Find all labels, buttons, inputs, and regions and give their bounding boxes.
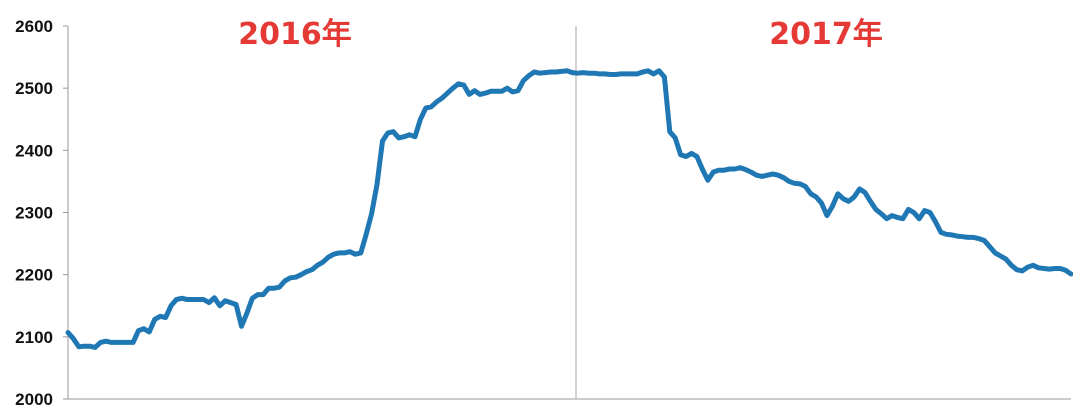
year-label-2017: 2017年 <box>769 17 883 52</box>
year-label-2016: 2016年 <box>238 17 352 52</box>
y-tick-label: 2400 <box>15 141 53 160</box>
y-tick-label: 2000 <box>15 390 53 405</box>
y-tick-label: 2200 <box>15 266 53 285</box>
y-tick-label: 2500 <box>15 79 53 98</box>
y-tick-label: 2300 <box>15 204 53 223</box>
y-tick-label: 2100 <box>15 328 53 347</box>
series-line <box>65 68 1073 350</box>
y-axis-ticks: 2000 2100 2200 2300 2400 2500 2600 <box>15 17 68 405</box>
y-tick-label: 2600 <box>15 17 53 36</box>
